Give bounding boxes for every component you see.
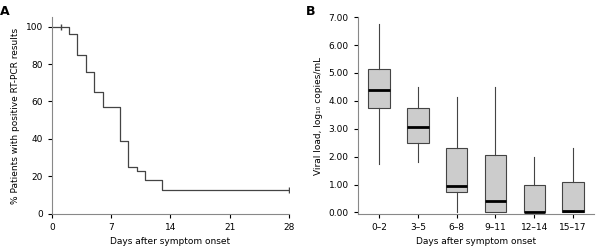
Bar	[485, 155, 506, 212]
Bar	[562, 182, 584, 212]
Text: B: B	[305, 5, 315, 18]
Bar	[524, 184, 545, 212]
Bar	[407, 108, 428, 143]
Text: A: A	[0, 5, 10, 18]
Bar	[368, 69, 389, 108]
X-axis label: Days after symptom onset: Days after symptom onset	[416, 237, 536, 246]
Bar	[446, 148, 467, 192]
X-axis label: Days after symptom onset: Days after symptom onset	[110, 237, 230, 246]
Y-axis label: % Patients with positive RT-PCR results: % Patients with positive RT-PCR results	[11, 27, 20, 204]
Y-axis label: Viral load, log₁₀ copies/mL: Viral load, log₁₀ copies/mL	[314, 56, 323, 175]
